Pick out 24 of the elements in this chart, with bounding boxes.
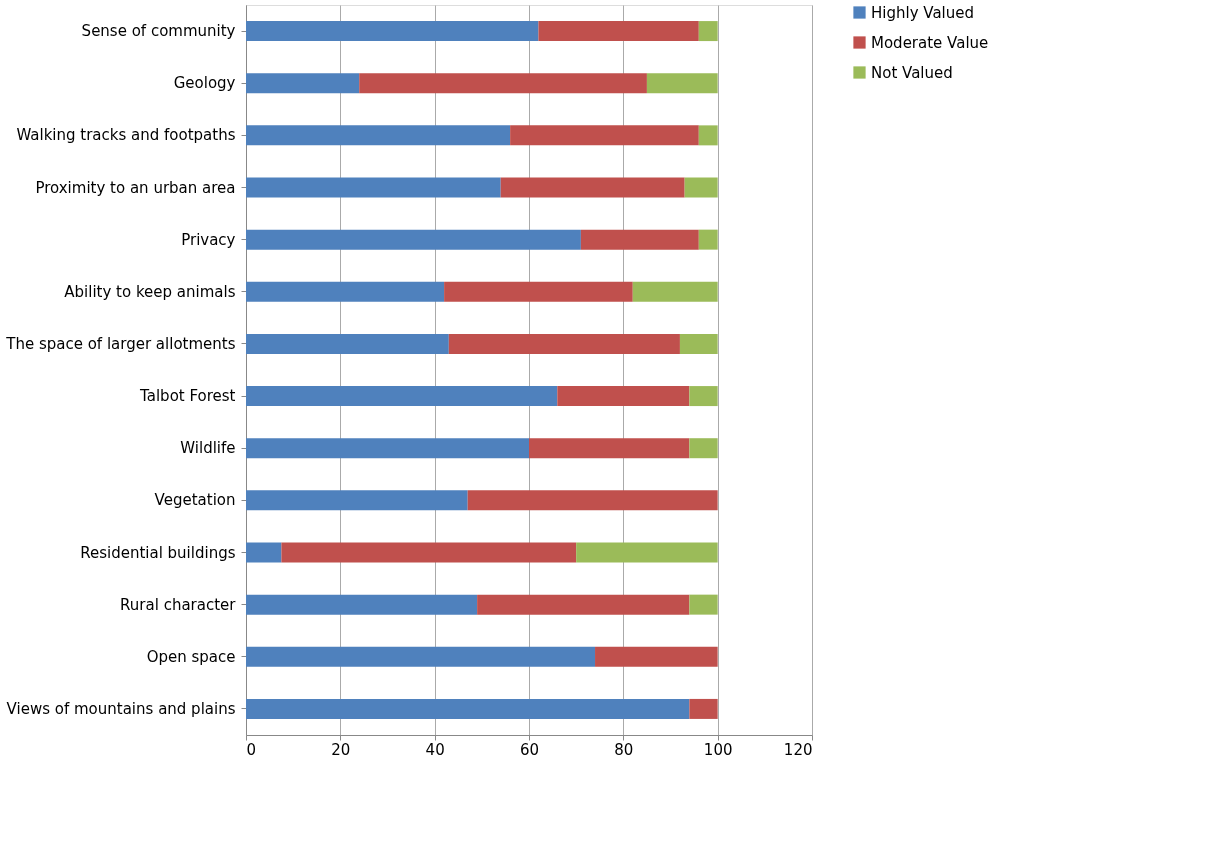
x-tick-label: 20 — [331, 740, 351, 759]
x-tick-label: 80 — [614, 740, 634, 759]
y-tick-label: Geology — [173, 74, 236, 93]
x-tick-label: 40 — [425, 740, 445, 759]
x-tick-label: 100 — [703, 740, 733, 759]
x-tick-label: 0 — [246, 740, 257, 759]
x-tick-label: 120 — [783, 740, 813, 759]
y-tick-label: Talbot Forest — [139, 387, 236, 406]
legend-label: Not Valued — [871, 63, 953, 82]
y-tick-label: Rural character — [120, 595, 237, 614]
y-tick-label: Wildlife — [180, 439, 236, 458]
y-tick-label: Privacy — [181, 230, 236, 249]
y-tick-label: Sense of community — [81, 22, 236, 41]
y-tick-label: Vegetation — [154, 491, 236, 510]
y-tick-label: Views of mountains and plains — [6, 699, 236, 718]
y-tick-label: Proximity to an urban area — [35, 178, 236, 197]
legend-label: Moderate Value — [871, 33, 989, 52]
y-tick-label: Ability to keep animals — [64, 282, 236, 301]
y-tick-label: Residential buildings — [80, 543, 236, 562]
x-tick-label: 60 — [519, 740, 540, 759]
y-tick-label: Walking tracks and footpaths — [16, 126, 236, 145]
y-tick-label: The space of larger allotments — [5, 334, 236, 353]
legend-label: Highly Valued — [871, 3, 975, 22]
y-tick-label: Open space — [146, 647, 236, 666]
